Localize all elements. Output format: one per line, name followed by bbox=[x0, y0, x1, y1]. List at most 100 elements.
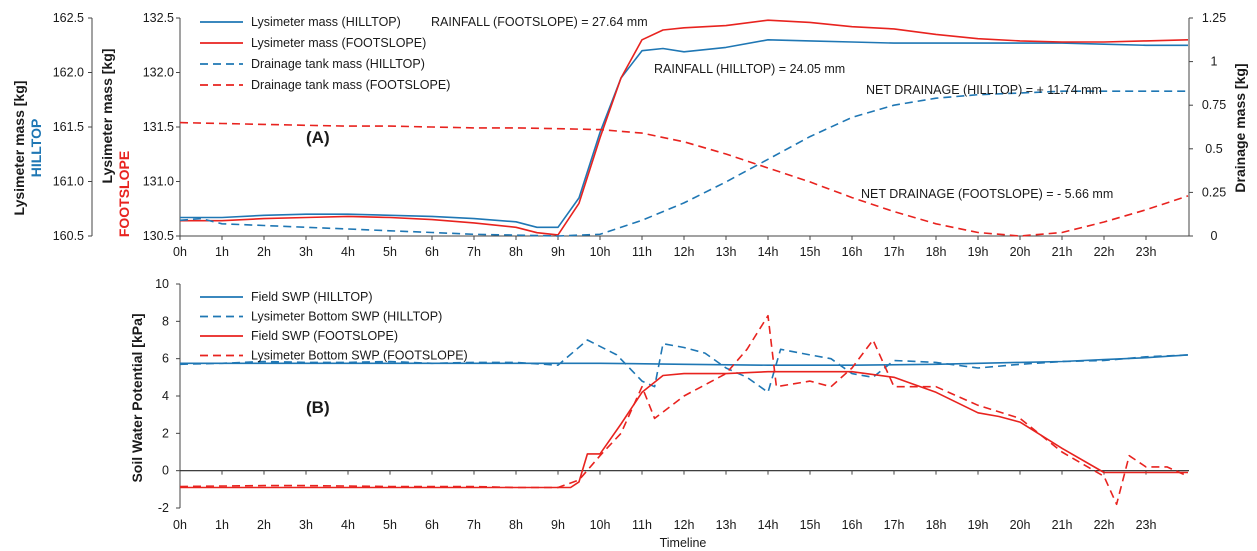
x-tick-label-b: 23h bbox=[1136, 518, 1157, 532]
x-tick-label-a: 16h bbox=[842, 245, 863, 259]
y-axis-title-swp: Soil Water Potential [kPa] bbox=[129, 313, 145, 482]
x-tick-label-b: 14h bbox=[758, 518, 779, 532]
x-tick-label-b: 6h bbox=[425, 518, 439, 532]
y-tick-label-drainage: 0.25 bbox=[1202, 185, 1226, 199]
y-axis-subtitle-hilltop: HILLTOP bbox=[28, 119, 44, 178]
x-tick-label-b: 0h bbox=[173, 518, 187, 532]
panel-b: -2 0 2 4 6 8 10 0h 1h 2h 3h 4h 5h 6h 7h 8h 9h 10h 11h 12h 13… bbox=[155, 277, 1189, 532]
series-line-b-3 bbox=[179, 314, 1189, 506]
series-line-a-0 bbox=[180, 39, 1188, 229]
annotation-net-drainage-hilltop: NET DRAINAGE (HILLTOP) = + 11.74 mm bbox=[866, 83, 1102, 97]
y-tick-label-footslope: 131.0 bbox=[143, 175, 174, 189]
y-tick-label-swp: 6 bbox=[162, 352, 169, 366]
x-tick-label-b: 4h bbox=[341, 518, 355, 532]
x-tick-label-b: 10h bbox=[590, 518, 611, 532]
y-tick-label-hilltop: 161.5 bbox=[53, 120, 84, 134]
x-tick-label-a: 3h bbox=[299, 245, 313, 259]
x-tick-label-b: 16h bbox=[842, 518, 863, 532]
panel-label-b: (B) bbox=[306, 398, 330, 417]
y-tick-label-swp: 0 bbox=[162, 464, 169, 478]
x-tick-label-b: 20h bbox=[1010, 518, 1031, 532]
y-tick-label-swp: 4 bbox=[162, 389, 169, 403]
x-tick-label-b: 22h bbox=[1094, 518, 1115, 532]
x-tick-label-a: 21h bbox=[1052, 245, 1073, 259]
legend-label-b: Lysimeter Bottom SWP (FOOTSLOPE) bbox=[251, 349, 468, 363]
x-tick-label-b: 2h bbox=[257, 518, 271, 532]
x-tick-label-a: 12h bbox=[674, 245, 695, 259]
legend-label-b: Lysimeter Bottom SWP (HILLTOP) bbox=[251, 310, 442, 324]
x-tick-label-a: 22h bbox=[1094, 245, 1115, 259]
legend-label-b: Field SWP (HILLTOP) bbox=[251, 290, 373, 304]
series-line-b-1 bbox=[179, 339, 1189, 394]
x-tick-label-b: 18h bbox=[926, 518, 947, 532]
x-tick-label-a: 13h bbox=[716, 245, 737, 259]
y-tick-label-swp: 2 bbox=[162, 426, 169, 440]
x-tick-label-a: 14h bbox=[758, 245, 779, 259]
y-axis-title-footslope: Lysimeter mass [kg] bbox=[99, 49, 115, 184]
x-tick-label-b: 11h bbox=[632, 518, 652, 532]
x-tick-label-a: 19h bbox=[968, 245, 989, 259]
y-tick-label-hilltop: 162.5 bbox=[53, 11, 84, 25]
x-axis-title-timeline: Timeline bbox=[660, 536, 707, 550]
legend-label-b: Field SWP (FOOTSLOPE) bbox=[251, 329, 398, 343]
series-line-a-1 bbox=[180, 19, 1189, 236]
x-tick-label-b: 7h bbox=[467, 518, 481, 532]
panel-a: 160.5 161.0 161.5 162.0 162.5 130.5 131.0 131.5… bbox=[53, 11, 1226, 259]
legend-label-a: Drainage tank mass (FOOTSLOPE) bbox=[251, 78, 450, 92]
y-tick-label-footslope: 132.0 bbox=[143, 66, 174, 80]
x-tick-label-a: 23h bbox=[1136, 245, 1157, 259]
y-tick-label-drainage: 0 bbox=[1211, 229, 1218, 243]
y-tick-label-drainage: 0.5 bbox=[1205, 142, 1222, 156]
y-tick-label-drainage: 0.75 bbox=[1202, 98, 1226, 112]
y-tick-label-drainage: 1 bbox=[1211, 55, 1218, 69]
x-tick-label-a: 18h bbox=[926, 245, 947, 259]
x-tick-label-a: 17h bbox=[884, 245, 905, 259]
x-tick-label-b: 9h bbox=[551, 518, 565, 532]
x-tick-label-b: 17h bbox=[884, 518, 905, 532]
annotation-net-drainage-footslope: NET DRAINAGE (FOOTSLOPE) = - 5.66 mm bbox=[861, 187, 1113, 201]
x-tick-label-a: 1h bbox=[215, 245, 229, 259]
y-axis-subtitle-footslope: FOOTSLOPE bbox=[116, 151, 132, 237]
y-tick-label-footslope: 131.5 bbox=[143, 120, 174, 134]
x-tick-label-a: 20h bbox=[1010, 245, 1031, 259]
x-tick-label-b: 21h bbox=[1052, 518, 1073, 532]
x-tick-label-b: 13h bbox=[716, 518, 737, 532]
x-tick-label-b: 5h bbox=[383, 518, 397, 532]
x-tick-label-a: 8h bbox=[509, 245, 523, 259]
annotation-rainfall-footslope: RAINFALL (FOOTSLOPE) = 27.64 mm bbox=[431, 15, 648, 29]
x-tick-label-b: 12h bbox=[674, 518, 695, 532]
x-tick-label-b: 1h bbox=[215, 518, 229, 532]
y-axis-title-hilltop: Lysimeter mass [kg] bbox=[11, 81, 27, 216]
y-axis-title-drainage: Drainage mass [kg] bbox=[1232, 63, 1248, 192]
y-tick-label-hilltop: 162.0 bbox=[53, 66, 84, 80]
x-tick-label-a: 11h bbox=[632, 245, 652, 259]
series-line-a-2 bbox=[179, 90, 1188, 237]
legend-label-a: Drainage tank mass (HILLTOP) bbox=[251, 57, 425, 71]
x-tick-label-b: 15h bbox=[800, 518, 821, 532]
x-tick-label-a: 9h bbox=[551, 245, 565, 259]
x-tick-label-b: 8h bbox=[509, 518, 523, 532]
x-tick-label-a: 0h bbox=[173, 245, 187, 259]
annotation-rainfall-hilltop: RAINFALL (HILLTOP) = 24.05 mm bbox=[654, 62, 845, 76]
x-tick-label-b: 3h bbox=[299, 518, 313, 532]
x-tick-label-a: 5h bbox=[383, 245, 397, 259]
x-tick-label-a: 10h bbox=[590, 245, 611, 259]
series-line-a-3 bbox=[179, 121, 1189, 237]
y-tick-label-hilltop: 161.0 bbox=[53, 175, 84, 189]
panel-label-a: (A) bbox=[306, 128, 330, 147]
y-tick-label-swp: 10 bbox=[155, 277, 169, 291]
legend-label-a: Lysimeter mass (FOOTSLOPE) bbox=[251, 36, 426, 50]
y-tick-label-swp: 8 bbox=[162, 314, 169, 328]
x-tick-label-a: 6h bbox=[425, 245, 439, 259]
y-tick-label-swp: -2 bbox=[158, 501, 169, 515]
x-tick-label-a: 2h bbox=[257, 245, 271, 259]
y-tick-label-hilltop: 160.5 bbox=[53, 229, 84, 243]
y-tick-label-footslope: 130.5 bbox=[143, 229, 174, 243]
x-tick-label-a: 15h bbox=[800, 245, 821, 259]
y-tick-label-footslope: 132.5 bbox=[143, 11, 174, 25]
y-tick-label-drainage: 1.25 bbox=[1202, 11, 1226, 25]
x-tick-label-b: 19h bbox=[968, 518, 989, 532]
x-tick-label-a: 7h bbox=[467, 245, 481, 259]
legend-label-a: Lysimeter mass (HILLTOP) bbox=[251, 15, 401, 29]
